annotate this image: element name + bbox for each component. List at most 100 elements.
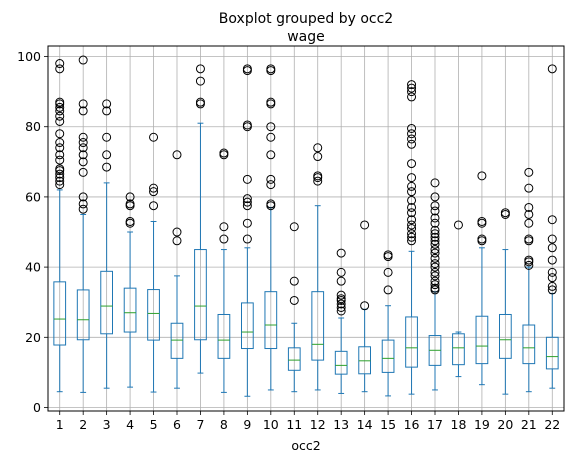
outlier-point (547, 273, 557, 283)
outlier-point (242, 64, 252, 74)
outlier-point (430, 213, 440, 223)
outlier-point (407, 123, 417, 133)
box-group-15 (381, 250, 395, 397)
x-tick-label: 11 (286, 417, 302, 432)
x-tick-label: 10 (263, 417, 279, 432)
outlier-point (547, 281, 557, 291)
outlier-point (266, 150, 276, 160)
x-tick-label: 17 (427, 417, 443, 432)
outlier-point (313, 171, 323, 181)
outlier-point (195, 97, 205, 107)
outlier-point (524, 209, 534, 219)
box-group-5 (147, 132, 160, 393)
iqr-box (123, 287, 137, 333)
outlier-point (102, 106, 112, 116)
outlier-point (266, 64, 276, 74)
outlier-point (266, 122, 276, 132)
outlier-point (149, 201, 159, 211)
outlier-point (55, 150, 65, 160)
outlier-point (430, 280, 440, 290)
outlier-point (524, 167, 534, 177)
box-group-22 (545, 64, 559, 389)
boxes-layer (53, 55, 559, 397)
outlier-point (55, 169, 65, 179)
x-tick-label: 21 (521, 417, 537, 432)
iqr-box (194, 249, 207, 341)
outlier-point (430, 201, 440, 211)
box-group-20 (499, 208, 512, 395)
outlier-point (125, 192, 135, 202)
iqr-box (100, 270, 114, 335)
x-tick-label: 3 (103, 417, 111, 432)
box-group-19 (475, 171, 489, 386)
box-group-10 (264, 64, 278, 391)
y-tick-label: 20 (25, 330, 41, 345)
outlier-point (407, 232, 417, 242)
outlier-point (125, 199, 135, 209)
y-tick-label: 80 (25, 119, 41, 134)
outlier-point (55, 97, 65, 107)
outlier-point (430, 218, 440, 228)
outlier-point (242, 194, 252, 204)
outlier-point (289, 295, 299, 305)
outlier-point (407, 159, 417, 169)
outlier-point (313, 152, 323, 162)
iqr-box (264, 291, 278, 350)
outlier-point (78, 167, 88, 177)
outlier-point (407, 129, 417, 139)
y-tick-label: 40 (25, 260, 41, 275)
outlier-point (407, 92, 417, 102)
outlier-point (430, 178, 440, 188)
x-tick-label: 1 (56, 417, 64, 432)
outlier-point (430, 248, 440, 258)
outlier-point (407, 139, 417, 149)
outlier-point (195, 76, 205, 86)
box-group-13 (334, 248, 348, 394)
outlier-point (219, 148, 229, 158)
outlier-point (149, 183, 159, 193)
x-tick-label: 18 (451, 417, 467, 432)
box-group-8 (217, 148, 231, 393)
x-tick-label: 9 (243, 417, 251, 432)
outlier-point (172, 227, 182, 237)
outlier-point (55, 180, 65, 190)
outlier-point (430, 271, 440, 281)
x-tick-label: 12 (310, 417, 326, 432)
x-tick-label: 4 (126, 417, 134, 432)
x-tick-label: 5 (150, 417, 158, 432)
iqr-box (53, 281, 67, 346)
outlier-point (102, 162, 112, 172)
outlier-point (430, 192, 440, 202)
outlier-point (383, 250, 393, 260)
outlier-point (477, 234, 487, 244)
outlier-point (477, 216, 487, 226)
outlier-point (242, 201, 252, 211)
grid-lines (48, 46, 564, 411)
outlier-point (430, 229, 440, 239)
outlier-point (172, 236, 182, 246)
outlier-point (55, 111, 65, 121)
outlier-point (360, 301, 370, 311)
outlier-point (102, 150, 112, 160)
iqr-box (217, 313, 231, 359)
outlier-point (55, 164, 65, 174)
iqr-box (147, 289, 160, 341)
y-tick-label: 0 (33, 400, 41, 415)
outlier-point (430, 253, 440, 263)
outlier-point (547, 234, 557, 244)
outlier-point (430, 283, 440, 293)
outlier-point (102, 99, 112, 109)
outlier-point (407, 208, 417, 218)
outlier-point (360, 220, 370, 230)
outlier-point (407, 173, 417, 183)
outlier-point (430, 232, 440, 242)
outlier-point (336, 302, 346, 312)
x-tick-label: 16 (404, 417, 420, 432)
box-group-17 (428, 178, 442, 391)
outlier-point (55, 143, 65, 153)
iqr-box (522, 324, 536, 365)
box-group-14 (358, 220, 372, 393)
outlier-point (313, 176, 323, 186)
iqr-box (405, 316, 418, 368)
